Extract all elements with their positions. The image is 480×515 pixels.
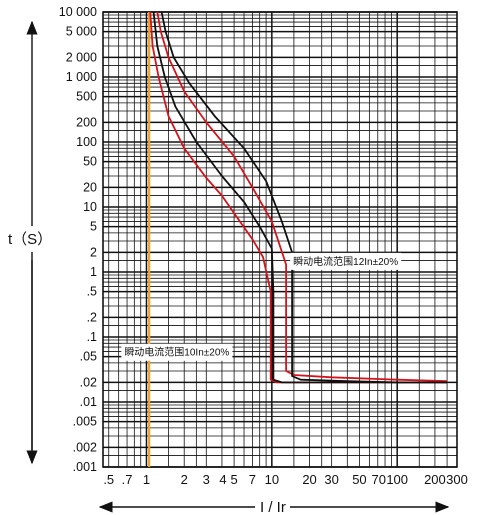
y-tick-labels: 10 000 5 000 2 000 1 000 500 200 100 50 20 10 5 2 1.… — [59, 5, 97, 474]
series-layer — [149, 11, 448, 384]
y-tick-label: .001 — [73, 460, 97, 474]
y-tick-label: 100 — [76, 135, 97, 149]
y-tick-label: .01 — [80, 395, 97, 409]
y-tick-label: 10 000 — [59, 5, 97, 19]
x-tick-label: 1 — [143, 472, 150, 487]
y-tick-label: 1 000 — [66, 70, 97, 84]
grid — [102, 11, 458, 468]
y-tick-label: 5 000 — [66, 25, 97, 39]
y-tick-label: .02 — [80, 375, 97, 389]
x-tick-label: 3 — [203, 472, 210, 487]
x-tick-labels: .5 .7 1 2 3 4 5 7 10 20 30 50 70 100 200 300 — [103, 472, 468, 487]
x-tick-label: 300 — [446, 472, 468, 487]
y-tick-label: 500 — [76, 90, 97, 104]
trip-curve-4 — [160, 11, 448, 384]
y-tick-label: 20 — [83, 180, 97, 194]
annotation-label: 瞬动电流范围12In±20% — [293, 255, 398, 268]
annotation-box — [121, 343, 233, 361]
x-tick-label: 70 — [372, 472, 386, 487]
x-tick-label: 200 — [424, 472, 446, 487]
y-tick-label: .2 — [87, 310, 97, 324]
y-tick-label: 50 — [83, 155, 97, 169]
annotations: 瞬动电流范围12In±20% 瞬动电流范围10In±20% — [121, 252, 402, 361]
trip-curve-2 — [156, 11, 448, 382]
y-tick-label: .05 — [80, 350, 97, 364]
trip-curve-1 — [149, 11, 448, 384]
x-tick-label: 2 — [181, 472, 188, 487]
x-tick-label: 30 — [324, 472, 338, 487]
y-tick-label: 2 000 — [66, 50, 97, 64]
y-tick-label: 5 — [90, 220, 97, 234]
y-tick-label: .005 — [73, 415, 97, 429]
y-tick-label: .1 — [87, 330, 97, 344]
annotation-box — [290, 252, 402, 270]
x-tick-label: 20 — [302, 472, 316, 487]
trip-curve-3 — [152, 11, 448, 384]
y-tick-label: 10 — [83, 200, 97, 214]
y-axis-label: t（S） — [8, 231, 52, 248]
annotation-label: 瞬动电流范围10In±20% — [124, 346, 229, 359]
y-tick-label: 200 — [76, 115, 97, 129]
x-tick-label: .5 — [103, 472, 114, 487]
x-axis-label: I / Ir — [260, 499, 286, 515]
x-tick-label: 7 — [249, 472, 256, 487]
x-tick-label: .7 — [122, 472, 133, 487]
x-tick-label: 50 — [352, 472, 366, 487]
x-tick-label: 4 — [219, 472, 226, 487]
y-tick-label: .002 — [73, 440, 97, 454]
x-tick-label: 10 — [265, 472, 279, 487]
y-tick-label: 2 — [90, 245, 97, 259]
x-tick-label: 100 — [386, 472, 408, 487]
y-tick-label: 1 — [90, 265, 97, 279]
y-tick-label: .5 — [87, 285, 97, 299]
x-tick-label: 5 — [230, 472, 237, 487]
